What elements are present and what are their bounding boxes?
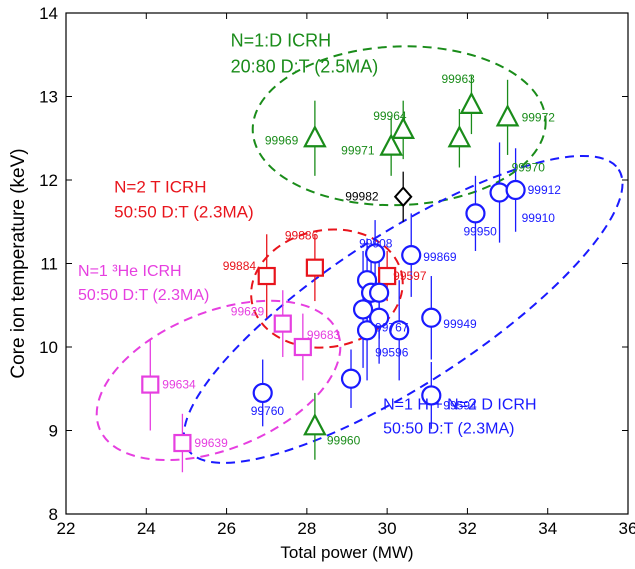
circle-marker (352, 299, 374, 320)
y-axis-label: Core ion temperature (keV) (8, 148, 29, 378)
square-marker (293, 337, 312, 357)
circle-marker (252, 382, 273, 404)
point-label: 99767 (375, 320, 409, 334)
circle-marker (401, 245, 422, 266)
point-label: 99596 (375, 345, 409, 359)
y-tick-label: 10 (39, 338, 58, 357)
annotation-line: 50:50 D:T (2.3MA) (114, 203, 254, 222)
square-marker (173, 433, 192, 453)
point-label: 99760 (251, 404, 285, 418)
point-label: 99964 (373, 109, 407, 123)
triangle-marker (447, 124, 472, 148)
point-label: 99949 (443, 317, 477, 331)
point-label: 99869 (423, 250, 457, 264)
diamond-marker (393, 186, 413, 208)
point-label: 99969 (265, 133, 299, 147)
point-labels: 99969 99971 99964 99963 99972 99960 99884 99886… (162, 72, 561, 450)
annotation-line: 50:50 D:T (2.3MA) (383, 421, 514, 438)
point-label: 99971 (341, 144, 375, 158)
annotation-line: N=2 T ICRH (114, 178, 206, 197)
point-label: 99886 (285, 229, 319, 243)
data-markers (141, 91, 526, 453)
point-label: 99639 (194, 436, 228, 450)
annotation-line: 50:50 D:T (2.3MA) (78, 287, 209, 304)
circle-marker (365, 243, 386, 264)
circle-marker (356, 320, 378, 341)
y-tick-label: 13 (39, 88, 58, 107)
point-label: 99970 (512, 161, 546, 175)
x-tick-label: 24 (137, 519, 156, 538)
triangle-marker (459, 91, 484, 114)
point-label: 99683 (307, 328, 341, 342)
x-tick-label: 28 (297, 519, 316, 538)
circle-marker (465, 203, 486, 224)
circle-marker (369, 282, 390, 303)
x-tick-label: 34 (538, 519, 557, 538)
circle-marker (421, 307, 442, 328)
point-label: 99884 (223, 259, 257, 273)
point-label: 99960 (327, 433, 361, 447)
circle-marker (389, 320, 410, 341)
square-marker (378, 266, 397, 286)
y-tick-label: 8 (49, 505, 58, 524)
triangle-marker (303, 412, 327, 436)
group-ellipse (95, 299, 342, 462)
point-label: 99910 (522, 211, 556, 225)
square-marker (305, 258, 324, 277)
annotation-line: 20:80 D:T (2.5MA) (231, 56, 379, 76)
circle-marker (340, 368, 362, 389)
point-label: 99908 (359, 236, 393, 250)
triangle-marker (391, 116, 416, 139)
point-label: 99597 (393, 269, 427, 283)
group-ellipse (250, 228, 404, 349)
point-label: 99629 (231, 305, 265, 319)
circle-marker (505, 179, 526, 201)
y-tick-label: 12 (39, 171, 58, 190)
point-label: 99982 (345, 190, 379, 204)
axis-ticks: 22 24 26 28 30 32 34 36 8 9 10 11 12 13 14 (39, 4, 635, 538)
x-tick-label: 26 (217, 519, 236, 538)
triangle-marker (303, 124, 327, 148)
square-marker (273, 314, 292, 333)
x-axis-label: Total power (MW) (280, 543, 413, 562)
point-label: 99634 (162, 378, 196, 392)
square-marker (257, 266, 276, 286)
y-tick-label: 9 (49, 422, 58, 441)
square-marker (141, 375, 160, 394)
annotations: N=1:D ICRH 20:80 D:T (2.5MA) N=2 T ICRH 50:… (78, 30, 536, 437)
point-label: 99912 (528, 183, 562, 197)
x-tick-label: 32 (458, 519, 477, 538)
circle-marker (421, 385, 442, 406)
x-tick-label: 22 (57, 519, 76, 538)
annotation-line: N=1:D ICRH (231, 30, 332, 50)
point-label: 99963 (441, 72, 475, 86)
triangle-marker (495, 104, 520, 127)
triangle-marker (379, 133, 403, 156)
y-tick-label: 11 (40, 255, 58, 274)
annotation-line: N=1 H + N=2 D ICRH (383, 397, 536, 414)
x-tick-label: 30 (378, 519, 397, 538)
annotation-line: N=1 ³He ICRH (78, 263, 182, 280)
point-label: 99972 (522, 110, 556, 124)
circle-marker (369, 307, 390, 328)
point-label: 99950 (463, 224, 497, 238)
x-tick-label: 36 (619, 519, 635, 538)
y-tick-label: 14 (39, 4, 58, 23)
point-label: 99594 (443, 398, 477, 412)
